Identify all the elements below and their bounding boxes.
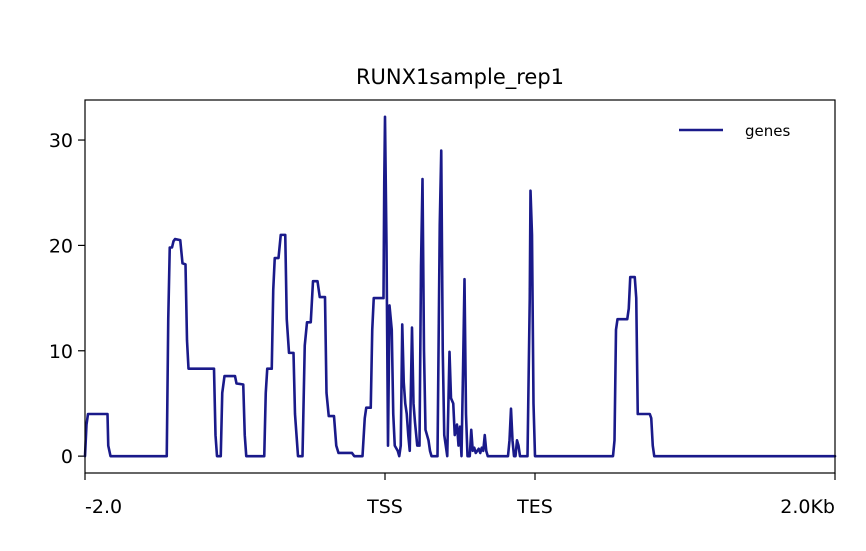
y-tick-label: 10 <box>49 341 73 363</box>
y-tick-label: 0 <box>61 446 73 468</box>
x-tick-label: TES <box>516 496 553 518</box>
plot-area-frame <box>84 99 836 474</box>
x-tick-label: -2.0 <box>85 496 122 518</box>
chart-title: RUNX1sample_rep1 <box>356 65 564 90</box>
y-tick-label: 30 <box>49 130 73 152</box>
x-axis-ticks: -2.0 TSS TES 2.0Kb <box>84 473 836 518</box>
y-tick-label: 20 <box>49 235 73 257</box>
x-tick-label: 2.0Kb <box>780 496 835 518</box>
y-axis-ticks: 0 10 20 30 <box>49 130 85 468</box>
x-tick-label: TSS <box>366 496 403 518</box>
legend: genes <box>679 122 790 140</box>
series-line-genes <box>83 115 837 458</box>
legend-label-genes: genes <box>745 122 790 140</box>
